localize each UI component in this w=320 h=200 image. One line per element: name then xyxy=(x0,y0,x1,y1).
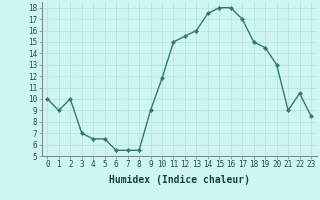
X-axis label: Humidex (Indice chaleur): Humidex (Indice chaleur) xyxy=(109,175,250,185)
